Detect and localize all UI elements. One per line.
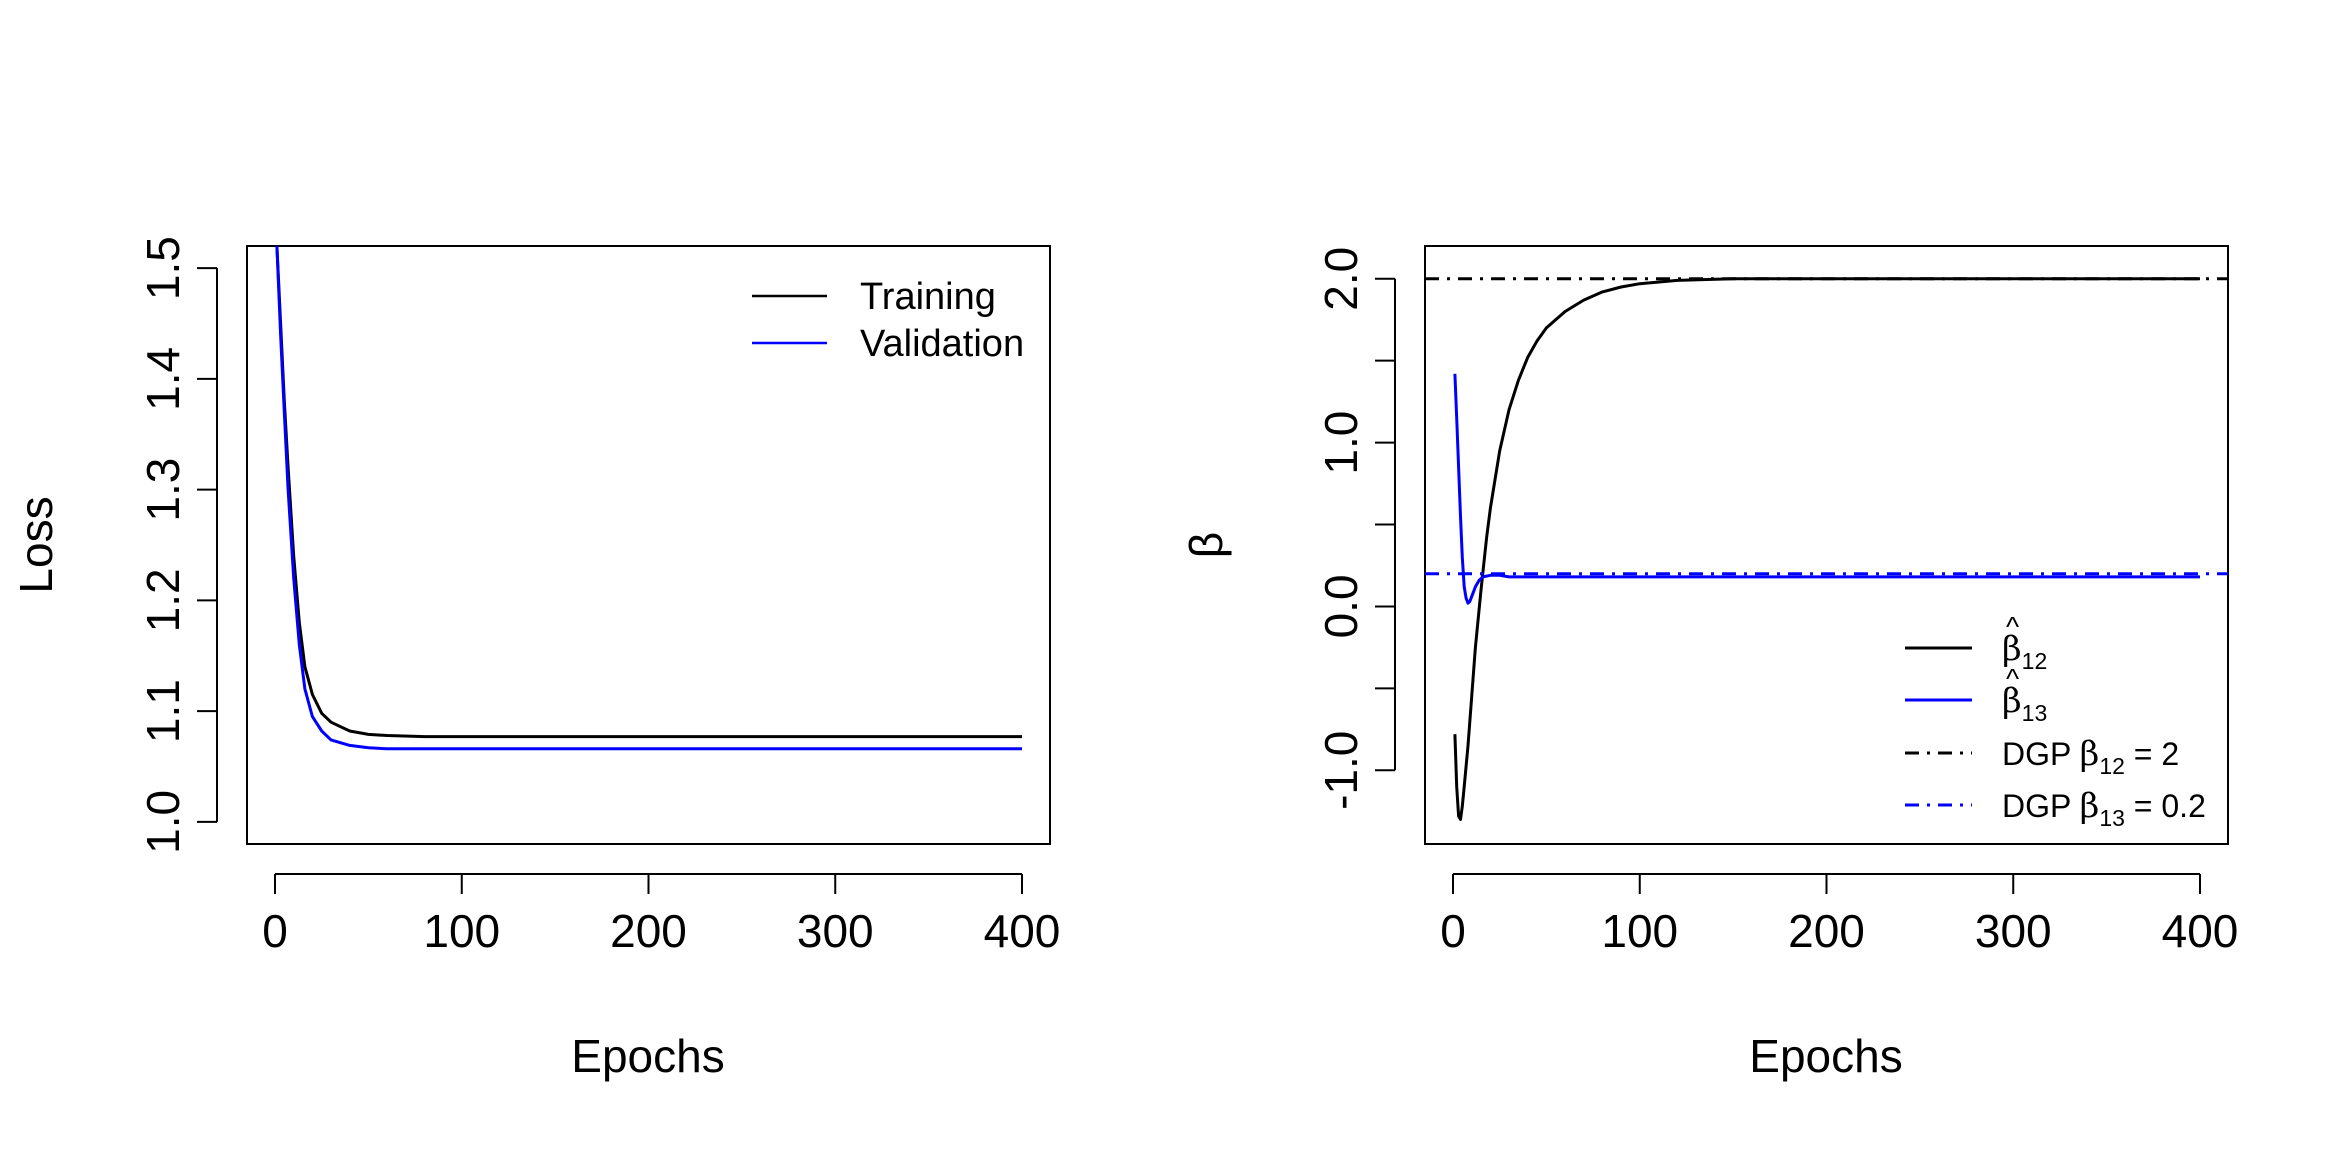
- loss-plot-frame: [246, 245, 1051, 845]
- loss-x-axis-title: Epochs: [571, 1030, 724, 1082]
- loss-series-0: [275, 245, 1022, 739]
- beta-x-tick-label: 400: [2162, 905, 2239, 957]
- beta-legend-label-1: β13: [2002, 681, 2047, 726]
- loss-y-axis: 1.0 1.1 1.2 1.3 1.4 1.5: [137, 236, 218, 854]
- beta-y-axis: -1.0 0.0 1.0 2.0: [1315, 247, 1396, 810]
- loss-legend: Training Validation: [752, 276, 1024, 365]
- beta-legend-hat-0: ^: [2006, 611, 2019, 642]
- loss-x-tick-label: 400: [984, 905, 1061, 957]
- beta-legend-label-2: DGP β12 = 2: [2002, 734, 2179, 779]
- loss-x-tick-label: 0: [262, 905, 288, 957]
- loss-y-tick-label: 1.4: [137, 347, 189, 411]
- loss-x-tick-label: 200: [610, 905, 687, 957]
- beta-plot-frame: [1424, 245, 2229, 845]
- beta-x-tick-label: 0: [1440, 905, 1466, 957]
- legend-label-training: Training: [860, 276, 996, 318]
- beta-legend-label-3: DGP β13 = 0.2: [2002, 786, 2206, 831]
- loss-x-axis: 0 100 200 300 400: [262, 873, 1061, 957]
- beta-y-tick-label: 1.0: [1315, 411, 1367, 475]
- loss-panel: 0 100 200 300 400 1.01.11.21.31.41.5 Epochs …: [10, 236, 1060, 1082]
- beta-x-tick-label: 300: [1975, 905, 2052, 957]
- beta-panel: 0 100 200 300 400 -1.0 0.0 1.0 2.0 Epochs β β12…: [1180, 245, 2239, 1082]
- loss-y-tick-label: 1.1: [137, 679, 189, 743]
- beta-y-tick-label: -1.0: [1315, 731, 1367, 810]
- beta-x-axis: 0 100 200 300 400: [1440, 873, 2239, 957]
- legend-label-validation: Validation: [860, 323, 1024, 365]
- loss-series-group: [275, 245, 1022, 751]
- beta-series-0: [1453, 277, 2200, 821]
- beta-y-tick-label: 2.0: [1315, 247, 1367, 311]
- loss-series-1: [275, 245, 1022, 751]
- beta-series-group: [1425, 277, 2228, 821]
- loss-y-tick-label: 1.5: [137, 236, 189, 300]
- loss-y-tick-label: 1.2: [137, 568, 189, 632]
- beta-y-tick-label: 0.0: [1315, 574, 1367, 638]
- beta-x-tick-label: 100: [1601, 905, 1678, 957]
- beta-x-tick-label: 200: [1788, 905, 1865, 957]
- loss-y-tick-label: 1.0: [137, 790, 189, 854]
- loss-y-axis-title: Loss: [10, 496, 62, 593]
- beta-series-1: [1453, 373, 2200, 605]
- loss-y-tick-label: 1.3: [137, 458, 189, 522]
- beta-legend-label-0: β12: [2002, 629, 2047, 674]
- loss-x-tick-label: 300: [797, 905, 874, 957]
- beta-y-axis-title: β: [1180, 532, 1232, 558]
- loss-x-tick-label: 100: [423, 905, 500, 957]
- beta-legend-hat-1: ^: [2006, 663, 2019, 694]
- beta-x-axis-title: Epochs: [1749, 1030, 1902, 1082]
